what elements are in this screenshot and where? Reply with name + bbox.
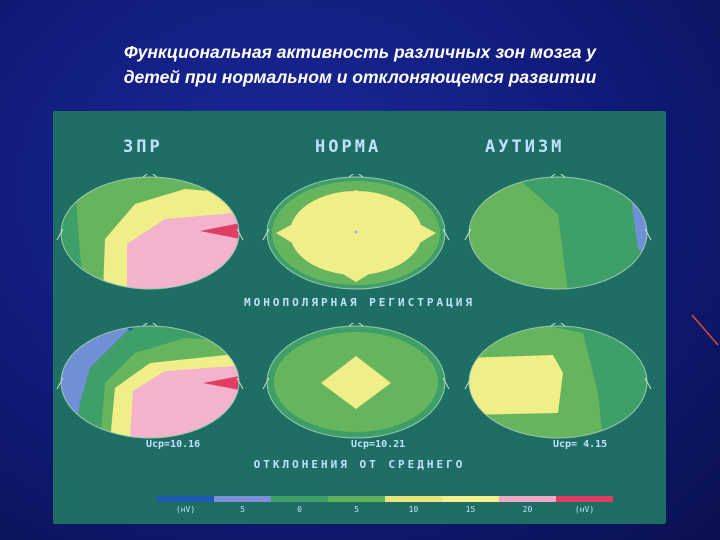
color-scale-labels: (нV) 5 0 5 10 15 20 (нV): [157, 505, 613, 517]
scale-segment: [385, 496, 442, 502]
scale-segment: [442, 496, 499, 502]
map-zpr-deviation: [56, 323, 244, 439]
scale-label: 5: [240, 505, 245, 514]
title-line-2: детей при нормальном и отклоняющемся раз…: [123, 67, 597, 87]
ucp-norma: Ucp=10.21: [351, 439, 406, 450]
header-zpr: ЗПР: [123, 137, 163, 157]
map-norma-monopolar: [262, 174, 450, 290]
color-scale-bar: [157, 496, 613, 502]
scale-label: 5: [354, 505, 359, 514]
scale-segment: [214, 496, 271, 502]
header-autism: АУТИЗМ: [485, 137, 565, 157]
ucp-autism: Ucp= 4.15: [553, 439, 608, 450]
title-line-1: Функциональная активность различных зон …: [123, 42, 597, 62]
map-autism-deviation: [464, 323, 652, 439]
map-norma-deviation: [262, 323, 450, 439]
slide-title: Функциональная активность различных зон …: [40, 40, 680, 90]
map-autism-monopolar: [464, 174, 652, 290]
scale-segment: [271, 496, 328, 502]
deviation-label: ОТКЛОНЕНИЯ ОТ СРЕДНЕГО: [253, 458, 466, 471]
scale-segment: [499, 496, 556, 502]
map-zpr-monopolar: [56, 174, 244, 290]
scale-label: 10: [408, 505, 419, 514]
brain-activity-figure: ЗПР НОРМА АУТИЗМ: [53, 111, 666, 524]
decorative-line: [691, 314, 719, 346]
scale-segment: [157, 496, 214, 502]
header-norma: НОРМА: [315, 137, 382, 157]
scale-label: 0: [297, 505, 302, 514]
scale-label: 15: [465, 505, 476, 514]
scale-segment: [556, 496, 613, 502]
scale-label: (нV): [175, 505, 196, 514]
ucp-zpr: Ucp=10.16: [146, 439, 201, 450]
scale-label: (нV): [574, 505, 595, 514]
scale-segment: [328, 496, 385, 502]
monopolar-label: МОНОПОЛЯРНАЯ РЕГИСТРАЦИЯ: [244, 296, 475, 309]
scale-label: 20: [522, 505, 533, 514]
